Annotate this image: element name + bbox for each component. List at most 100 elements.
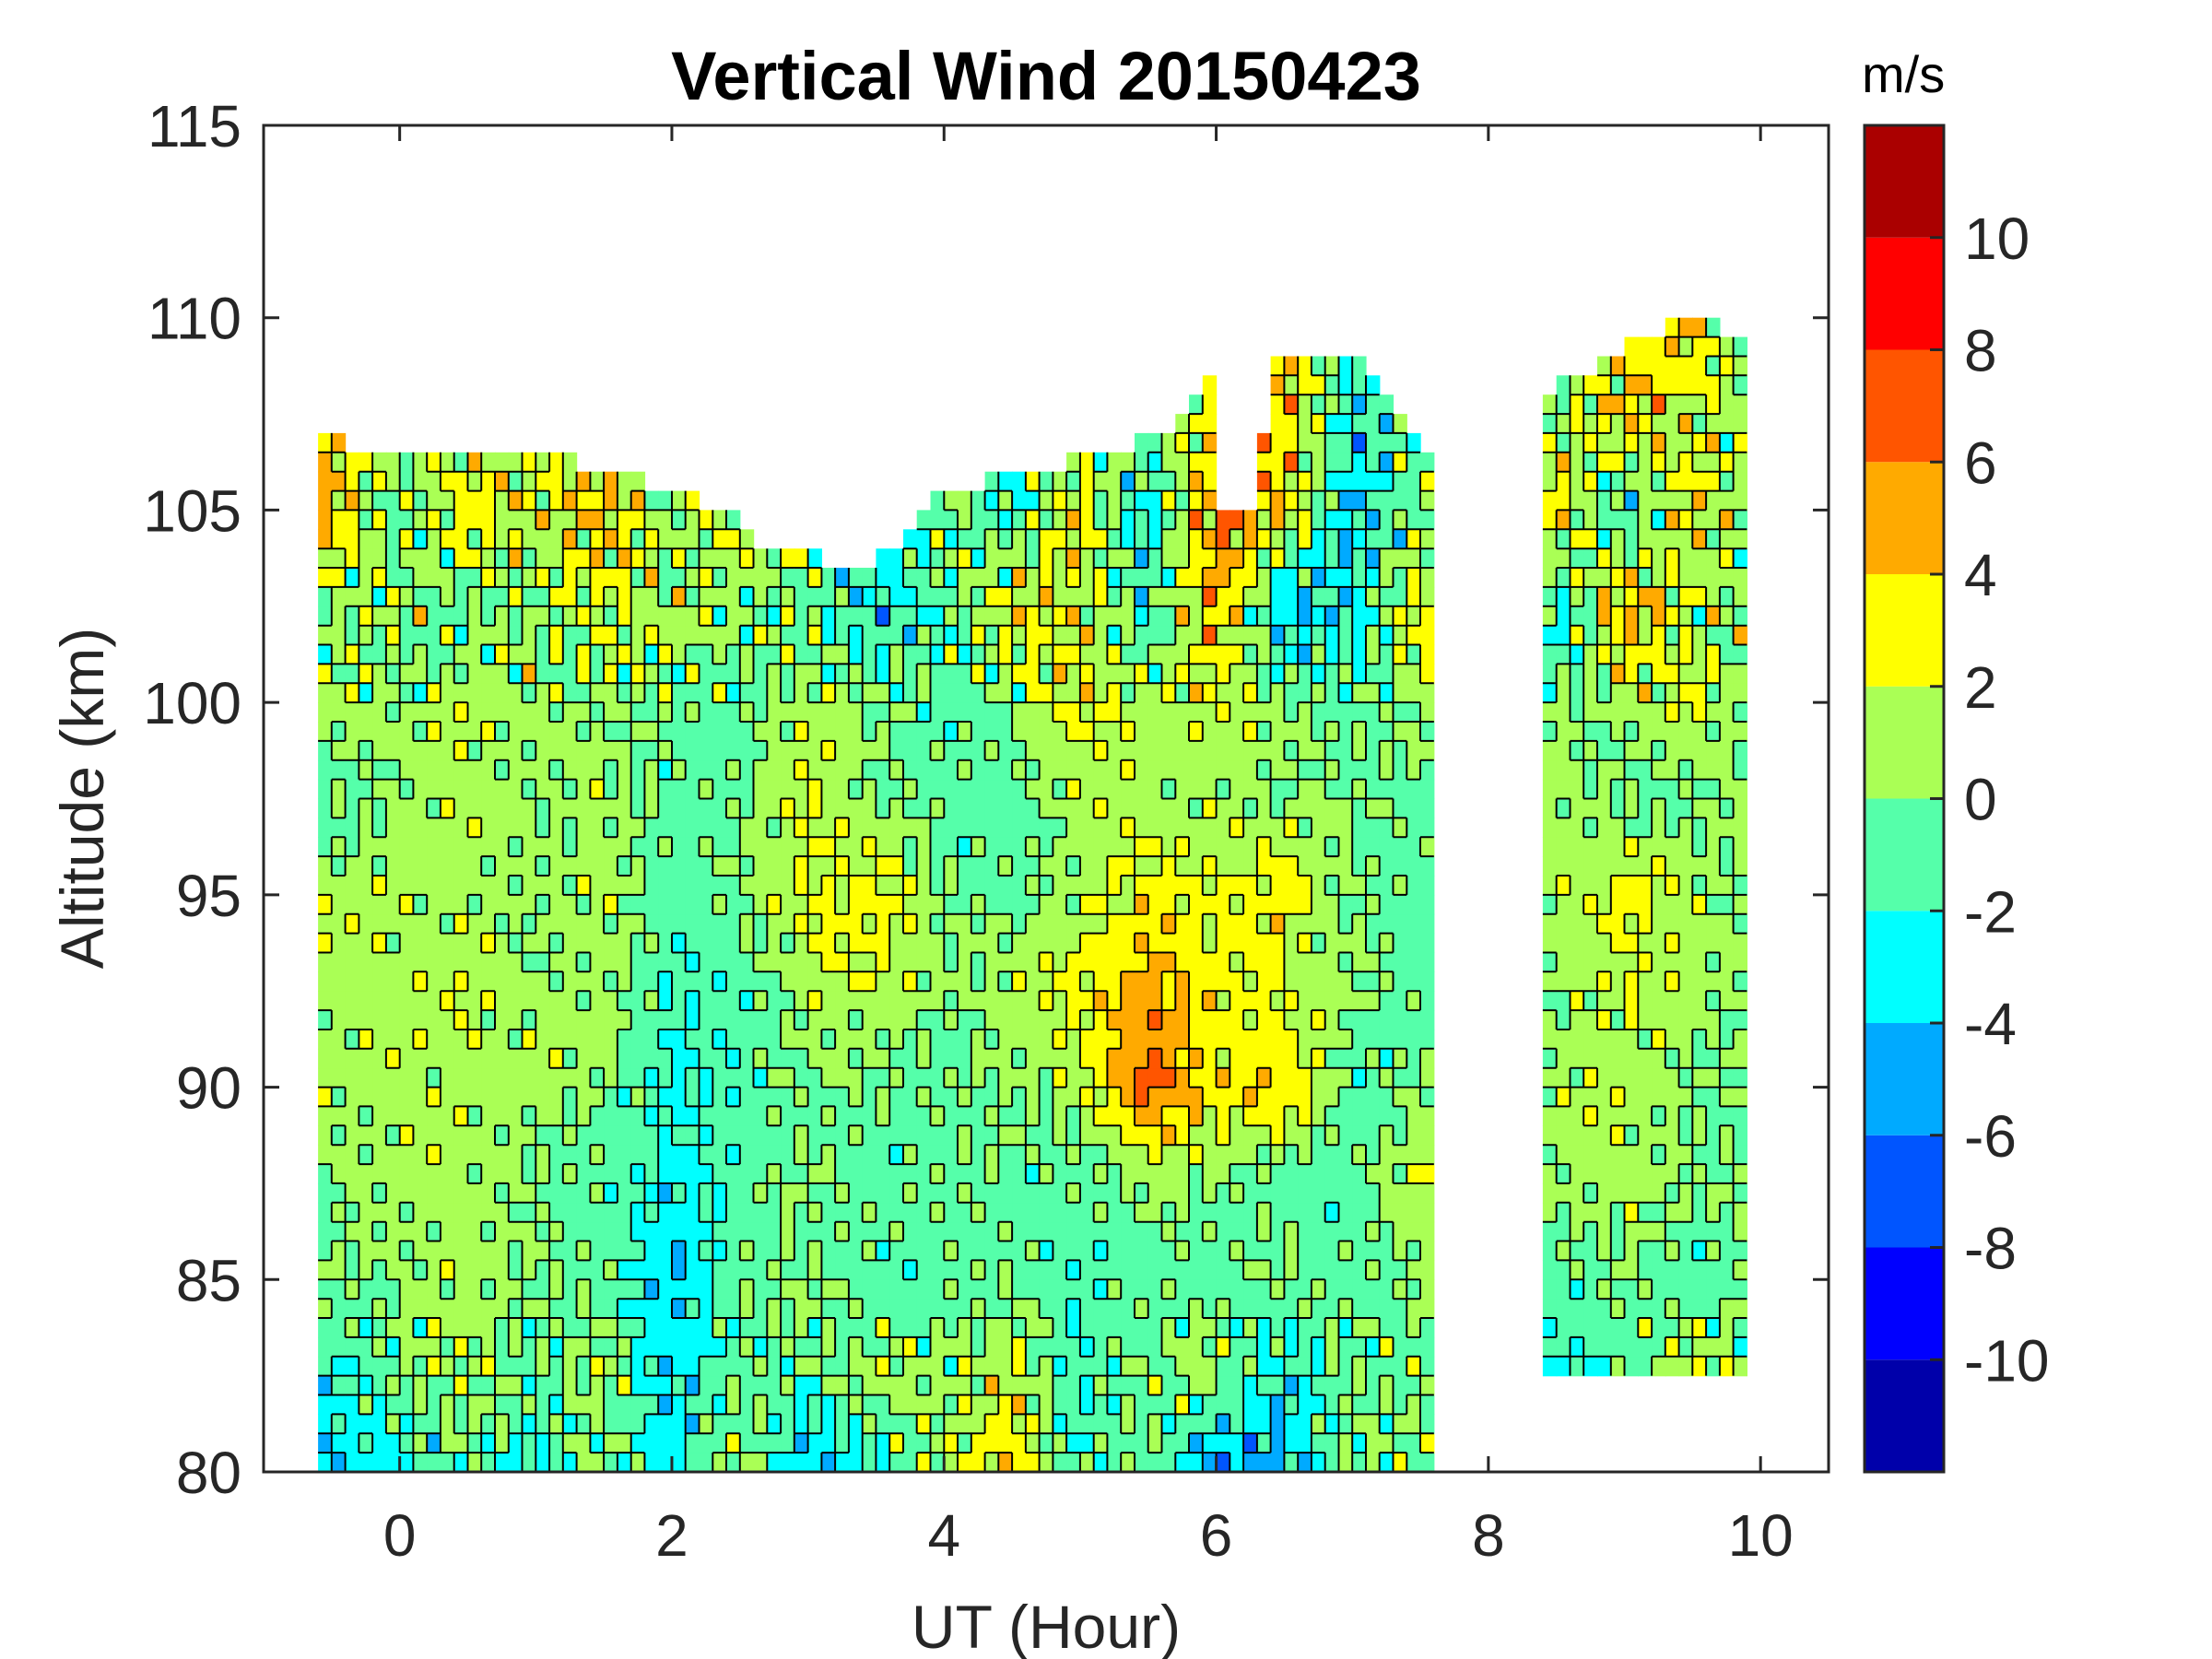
contour-cell (848, 702, 864, 723)
contour-cell (998, 683, 1013, 703)
contour-cell (781, 818, 795, 838)
contour-cell (453, 1164, 469, 1184)
contour-cell (1556, 1106, 1571, 1126)
contour-cell (318, 529, 333, 549)
contour-cell (1393, 702, 1407, 723)
contour-cell (1652, 837, 1666, 857)
contour-cell (617, 856, 632, 877)
contour-cell (1366, 683, 1381, 703)
contour-cell (1025, 529, 1041, 549)
contour-cell (862, 586, 877, 607)
contour-cell (1352, 1164, 1367, 1184)
contour-cell (1135, 1414, 1149, 1434)
contour-cell (1610, 702, 1626, 723)
contour-cell (495, 1125, 510, 1146)
contour-cell (604, 1221, 618, 1242)
contour-cell (1311, 1221, 1326, 1242)
contour-cell (672, 971, 687, 992)
contour-cell (331, 1318, 347, 1338)
contour-cell (1610, 375, 1626, 395)
contour-cell (753, 1030, 768, 1050)
contour-cell (848, 625, 864, 646)
contour-cell (1175, 1067, 1190, 1088)
contour-cell (440, 644, 455, 665)
contour-cell (1079, 510, 1095, 530)
contour-cell (1025, 1106, 1041, 1126)
contour-cell (835, 856, 850, 877)
contour-cell (1189, 529, 1204, 549)
contour-cell (1597, 933, 1612, 954)
contour-cell (1039, 894, 1053, 915)
contour-cell (1338, 1106, 1353, 1126)
contour-cell (958, 510, 972, 530)
contour-cell (1420, 1260, 1435, 1280)
contour-cell (590, 490, 605, 512)
contour-cell (1379, 1087, 1394, 1108)
contour-cell (1570, 490, 1584, 512)
contour-cell (372, 856, 387, 877)
contour-cell (562, 1375, 578, 1396)
contour-cell (699, 856, 713, 877)
contour-cell (848, 1336, 864, 1358)
contour-cell (658, 529, 673, 549)
contour-cell (1583, 432, 1598, 453)
contour-cell (903, 1125, 918, 1146)
contour-cell (1542, 894, 1558, 915)
contour-cell (971, 1279, 986, 1300)
contour-cell (590, 933, 605, 954)
contour-cell (1706, 336, 1721, 358)
contour-cell (1420, 759, 1435, 781)
contour-cell (1556, 1125, 1571, 1146)
contour-cell (753, 625, 768, 646)
contour-cell (862, 606, 877, 627)
contour-cell (903, 1356, 918, 1377)
contour-cell (1121, 876, 1135, 896)
contour-cell (1406, 1414, 1421, 1434)
contour-cell (1284, 933, 1299, 954)
contour-cell (739, 1087, 755, 1108)
contour-cell (1039, 1182, 1053, 1204)
contour-cell (1066, 1106, 1081, 1126)
contour-cell (1012, 740, 1027, 761)
contour-cell (1583, 952, 1598, 972)
contour-cell (453, 1356, 469, 1377)
contour-cell (821, 876, 836, 896)
contour-cell (359, 971, 373, 992)
contour-cell (385, 759, 401, 781)
contour-cell (1012, 1106, 1027, 1126)
contour-cell (781, 971, 795, 992)
contour-cell (1678, 971, 1693, 992)
contour-cell (1135, 971, 1149, 992)
contour-cell (1053, 1241, 1067, 1261)
contour-cell (1147, 837, 1163, 857)
contour-cell (916, 606, 932, 627)
contour-cell (467, 490, 482, 512)
contour-cell (1406, 1182, 1421, 1204)
contour-cell (1012, 1164, 1027, 1184)
contour-cell (427, 952, 441, 972)
contour-cell (413, 1182, 428, 1204)
contour-cell (685, 933, 700, 954)
contour-cell (1121, 779, 1135, 800)
contour-cell (1665, 1067, 1680, 1088)
contour-cell (1420, 856, 1435, 877)
contour-cell (1583, 1087, 1598, 1108)
contour-cell (522, 1202, 536, 1223)
contour-cell (399, 1375, 415, 1396)
contour-cell (1216, 1030, 1230, 1050)
contour-cell (1570, 529, 1584, 549)
contour-cell (1678, 336, 1693, 358)
contour-cell (916, 1164, 932, 1184)
contour-cell (958, 625, 972, 646)
contour-cell (467, 586, 482, 607)
contour-cell (1393, 644, 1407, 665)
contour-cell (1542, 837, 1558, 857)
contour-cell (1706, 664, 1721, 684)
contour-cell (862, 1030, 877, 1050)
contour-cell (630, 1048, 646, 1069)
contour-cell (1270, 971, 1285, 992)
contour-cell (1284, 1067, 1299, 1088)
contour-cell (590, 837, 605, 857)
contour-cell (385, 1067, 401, 1088)
contour-cell (1324, 490, 1340, 512)
